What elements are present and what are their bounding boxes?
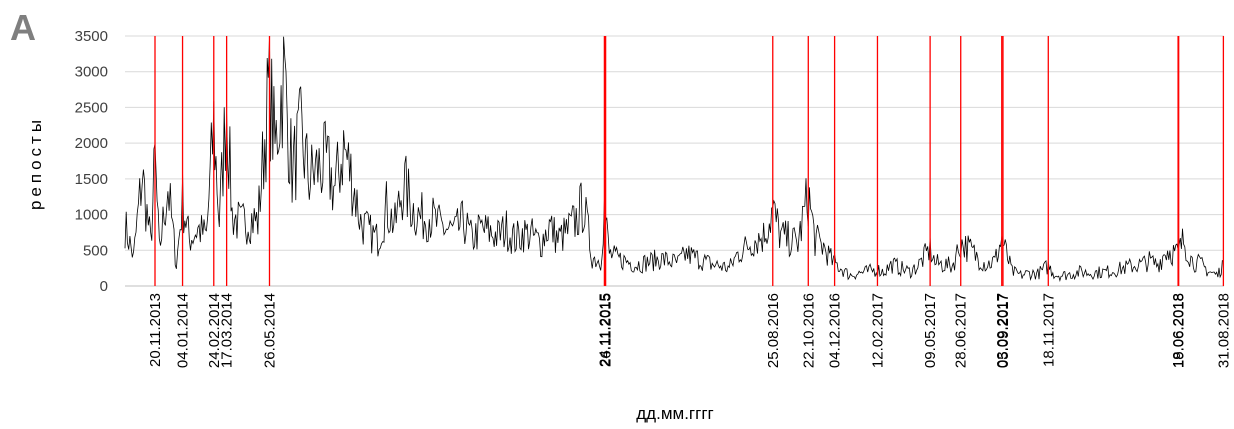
x-tick-label: 03.09.2017 [994, 293, 1011, 368]
panel-label: A [10, 7, 36, 48]
x-tick-label: 04.12.2016 [827, 293, 844, 368]
x-tick-label: 22.10.2016 [800, 293, 817, 368]
x-tick-label: 12.02.2017 [869, 293, 886, 368]
x-tick-label: 28.06.2017 [953, 293, 970, 368]
x-tick-label: 24.02.2014 [206, 293, 223, 368]
series-group [124, 36, 1224, 283]
y-tick-label: 500 [83, 242, 108, 259]
y-tick-label: 0 [100, 278, 108, 295]
x-tick-labels: 20.11.2013 04.01.2014 24.02.201417.03.2014… [147, 293, 1232, 368]
x-tick-label: 05.09.2017 [995, 293, 1012, 368]
x-tick-label: 19.06.2018 [1171, 293, 1188, 368]
y-tick-label: 2500 [75, 99, 108, 116]
x-tick-label: 26.05.2014 [261, 293, 278, 368]
x-tick-label: 25.08.2016 [765, 293, 782, 368]
x-axis-title: дд.мм.гггг [636, 404, 713, 423]
y-tick-label: 1500 [75, 171, 108, 188]
event-lines [154, 36, 1225, 286]
x-tick-label: 04.01.2014 [175, 293, 192, 368]
repost-series-line [124, 36, 1224, 283]
y-tick-label: 3000 [75, 64, 108, 81]
x-tick-label: 18.11.2017 [1040, 293, 1057, 367]
y-tick-labels: 0 500 1000 1500 2000 2500 3000 3500 [75, 28, 108, 295]
x-tick-label: 24.11.2015 [596, 293, 613, 367]
y-axis-title: репосты [26, 116, 45, 210]
x-tick-label: 18.06.2018 [1170, 293, 1187, 368]
x-tick-label: 26.11.2015 [598, 293, 615, 367]
y-tick-label: 3500 [75, 28, 108, 45]
y-tick-label: 1000 [75, 207, 108, 224]
x-tick-label: 20.11.2013 [147, 293, 164, 367]
x-tick-label: 17.03.2014 [219, 293, 236, 368]
y-tick-label: 2000 [75, 135, 108, 152]
x-tick-label: 31.08.2018 [1215, 293, 1232, 368]
x-tick-label: 09.05.2017 [922, 293, 939, 368]
